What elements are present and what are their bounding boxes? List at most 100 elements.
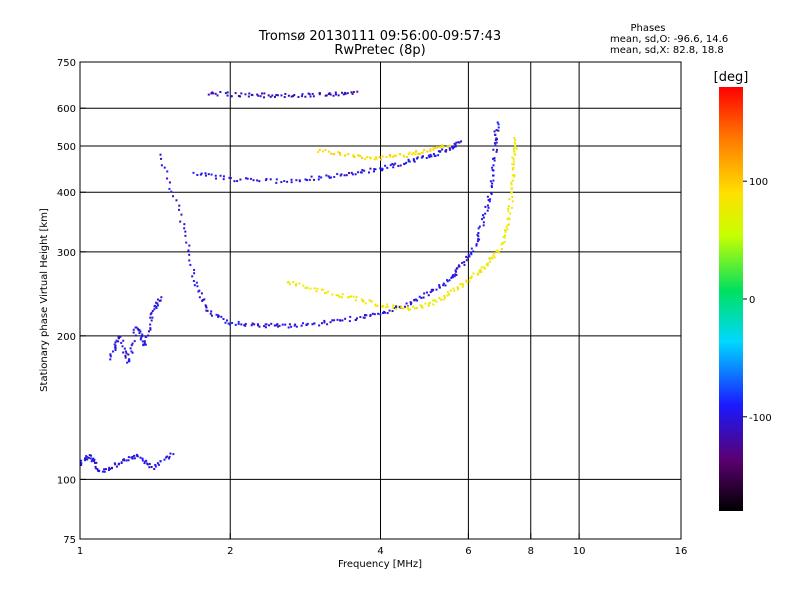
data-point: [450, 145, 453, 148]
data-point: [423, 149, 426, 152]
data-point: [414, 298, 417, 301]
data-point: [250, 93, 253, 96]
data-point: [481, 218, 484, 221]
data-point: [264, 326, 267, 329]
data-point: [206, 309, 209, 312]
data-point: [340, 296, 343, 299]
data-point: [256, 179, 259, 182]
data-point: [365, 314, 368, 317]
data-point: [295, 179, 298, 182]
data-point: [120, 462, 123, 465]
data-point: [506, 218, 509, 221]
data-point: [160, 157, 163, 160]
data-point: [293, 93, 296, 96]
data-point: [497, 123, 500, 126]
data-point: [154, 463, 157, 466]
data-point: [406, 307, 409, 310]
data-point: [511, 163, 514, 166]
data-point: [316, 287, 319, 290]
data-point: [461, 282, 464, 285]
data-point: [131, 457, 134, 460]
data-point: [386, 312, 389, 315]
data-point: [397, 164, 400, 167]
data-point: [438, 286, 441, 289]
data-point: [467, 253, 470, 256]
data-point: [117, 337, 120, 340]
data-point: [478, 225, 481, 228]
data-point: [407, 158, 410, 161]
data-point: [273, 95, 276, 98]
data-point: [357, 171, 360, 174]
data-point: [386, 303, 389, 306]
trace: [207, 90, 359, 99]
data-point: [482, 266, 485, 269]
data-point: [512, 157, 515, 160]
data-point: [258, 325, 261, 328]
data-point: [155, 307, 158, 310]
data-point: [452, 146, 455, 149]
data-point: [486, 204, 489, 207]
data-point: [125, 459, 128, 462]
data-point: [401, 307, 404, 310]
data-point: [129, 347, 132, 350]
data-point: [317, 178, 320, 181]
data-point: [510, 206, 513, 209]
data-point: [219, 174, 222, 177]
data-point: [419, 304, 422, 307]
data-point: [313, 178, 316, 181]
data-point: [267, 94, 270, 97]
data-point: [446, 291, 449, 294]
data-point: [486, 264, 489, 267]
data-point: [205, 306, 208, 309]
data-point: [395, 305, 398, 308]
data-point: [492, 179, 495, 182]
data-point: [304, 286, 307, 289]
data-point: [428, 156, 431, 159]
data-point: [418, 295, 421, 298]
data-point: [339, 153, 342, 156]
data-point: [88, 454, 91, 457]
data-point: [170, 190, 173, 193]
data-point: [477, 227, 480, 230]
data-point: [502, 235, 505, 238]
data-point: [432, 299, 435, 302]
data-point: [257, 324, 260, 327]
data-point: [205, 309, 208, 312]
data-point: [492, 164, 495, 167]
data-point: [510, 191, 513, 194]
data-point: [342, 93, 345, 96]
data-point: [487, 206, 490, 209]
data-point: [484, 212, 487, 215]
data-point: [338, 295, 341, 298]
data-point: [465, 259, 468, 262]
data-point: [437, 154, 440, 157]
data-point: [492, 254, 495, 257]
data-point: [214, 174, 217, 177]
data-point: [346, 296, 349, 299]
data-point: [127, 456, 130, 459]
data-point: [448, 144, 451, 147]
data-point: [318, 175, 321, 178]
data-point: [349, 315, 352, 318]
data-point: [393, 307, 396, 310]
data-point: [351, 92, 354, 95]
data-point: [123, 459, 126, 462]
data-point: [477, 272, 480, 275]
data-point: [469, 277, 472, 280]
data-point: [355, 296, 358, 299]
data-point: [482, 224, 485, 227]
data-point: [133, 340, 136, 343]
data-point: [389, 153, 392, 156]
data-point: [160, 164, 163, 167]
data-point: [263, 96, 266, 99]
x-tick-label: 1: [77, 546, 83, 557]
data-point: [301, 93, 304, 96]
data-point: [257, 94, 260, 97]
data-point: [229, 323, 232, 326]
data-point: [157, 298, 160, 301]
data-point: [341, 293, 344, 296]
data-point: [448, 279, 451, 282]
data-point: [363, 316, 366, 319]
data-point: [147, 330, 150, 333]
